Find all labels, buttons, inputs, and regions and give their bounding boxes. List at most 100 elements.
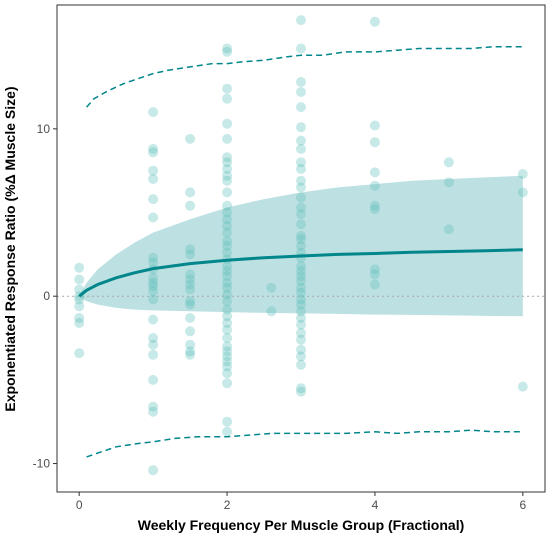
data-point [74, 348, 85, 359]
data-point [296, 313, 306, 323]
data-point [148, 147, 159, 158]
data-point [74, 313, 85, 323]
data-point [222, 296, 233, 307]
data-point [148, 294, 159, 305]
data-point [296, 230, 306, 241]
data-point [222, 416, 233, 427]
lines-layer [78, 46, 523, 458]
data-point [296, 43, 306, 54]
data-point [185, 326, 196, 337]
data-point [222, 241, 233, 251]
confidence-band-layer [79, 175, 523, 317]
data-point [222, 236, 233, 246]
y-tick-label: -10 [33, 457, 51, 471]
data-point [296, 164, 306, 174]
data-point [222, 220, 233, 231]
data-point [296, 344, 306, 355]
data-point [369, 167, 380, 178]
data-point [74, 318, 85, 328]
data-point [148, 165, 159, 176]
data-point [369, 264, 380, 275]
data-point [74, 301, 85, 312]
x-tick-label: 4 [372, 498, 379, 512]
data-point [74, 262, 85, 273]
data-point [296, 219, 306, 230]
data-point [296, 334, 306, 345]
data-point [222, 164, 233, 174]
data-point [222, 227, 233, 238]
prediction-upper-line [86, 46, 523, 108]
data-point [185, 279, 196, 290]
data-point [222, 333, 233, 343]
data-point [296, 143, 306, 154]
data-point [296, 234, 306, 245]
data-point [185, 249, 196, 260]
data-point [266, 282, 277, 293]
data-point [222, 271, 233, 282]
data-point [369, 200, 380, 211]
data-point [222, 93, 233, 104]
data-point [369, 137, 380, 148]
data-point [517, 381, 528, 392]
data-point [222, 351, 233, 362]
data-point [296, 294, 306, 305]
data-point [222, 311, 233, 322]
plot-panel-border [56, 4, 546, 493]
data-point [222, 426, 233, 437]
data-point [74, 294, 85, 305]
data-point [222, 304, 233, 315]
data-point [296, 157, 306, 168]
data-point [185, 346, 196, 357]
data-point [296, 287, 306, 298]
data-point [148, 281, 159, 292]
data-point [148, 333, 159, 343]
data-point [74, 284, 85, 295]
data-point [222, 187, 233, 198]
data-point [222, 324, 233, 335]
data-point [443, 177, 454, 188]
fitted-curve [78, 248, 523, 298]
data-point [148, 349, 159, 360]
data-point [148, 374, 159, 385]
data-point [148, 252, 159, 263]
data-point [185, 187, 196, 198]
data-point [185, 299, 196, 310]
data-point [296, 175, 306, 186]
data-point [369, 120, 380, 131]
data-point [296, 192, 306, 203]
data-point [296, 102, 306, 113]
prediction-lower-line [86, 429, 523, 458]
data-point [185, 284, 196, 295]
data-point [296, 202, 306, 213]
data-point [266, 306, 277, 317]
data-point [185, 339, 196, 350]
x-tick-label: 0 [76, 498, 83, 512]
data-point [148, 277, 159, 288]
data-point [222, 43, 233, 54]
data-point [222, 261, 233, 272]
data-point [148, 257, 159, 268]
data-point [296, 77, 306, 87]
confidence-band [79, 175, 523, 317]
data-point [222, 361, 233, 372]
data-point [222, 356, 233, 367]
data-point [369, 279, 380, 290]
data-point [148, 401, 159, 412]
data-point [296, 261, 306, 272]
data-point [185, 133, 196, 144]
data-point [222, 378, 233, 389]
data-point [296, 276, 306, 287]
data-point [222, 200, 233, 211]
data-point [222, 83, 233, 94]
data-point [296, 351, 306, 362]
data-point [222, 282, 233, 293]
data-point [443, 157, 454, 168]
data-point [148, 194, 159, 205]
y-tick-label: 10 [37, 122, 51, 136]
data-point [296, 266, 306, 277]
data-point [222, 152, 233, 163]
data-point [222, 170, 233, 181]
data-point [222, 368, 233, 379]
data-point [222, 214, 233, 225]
